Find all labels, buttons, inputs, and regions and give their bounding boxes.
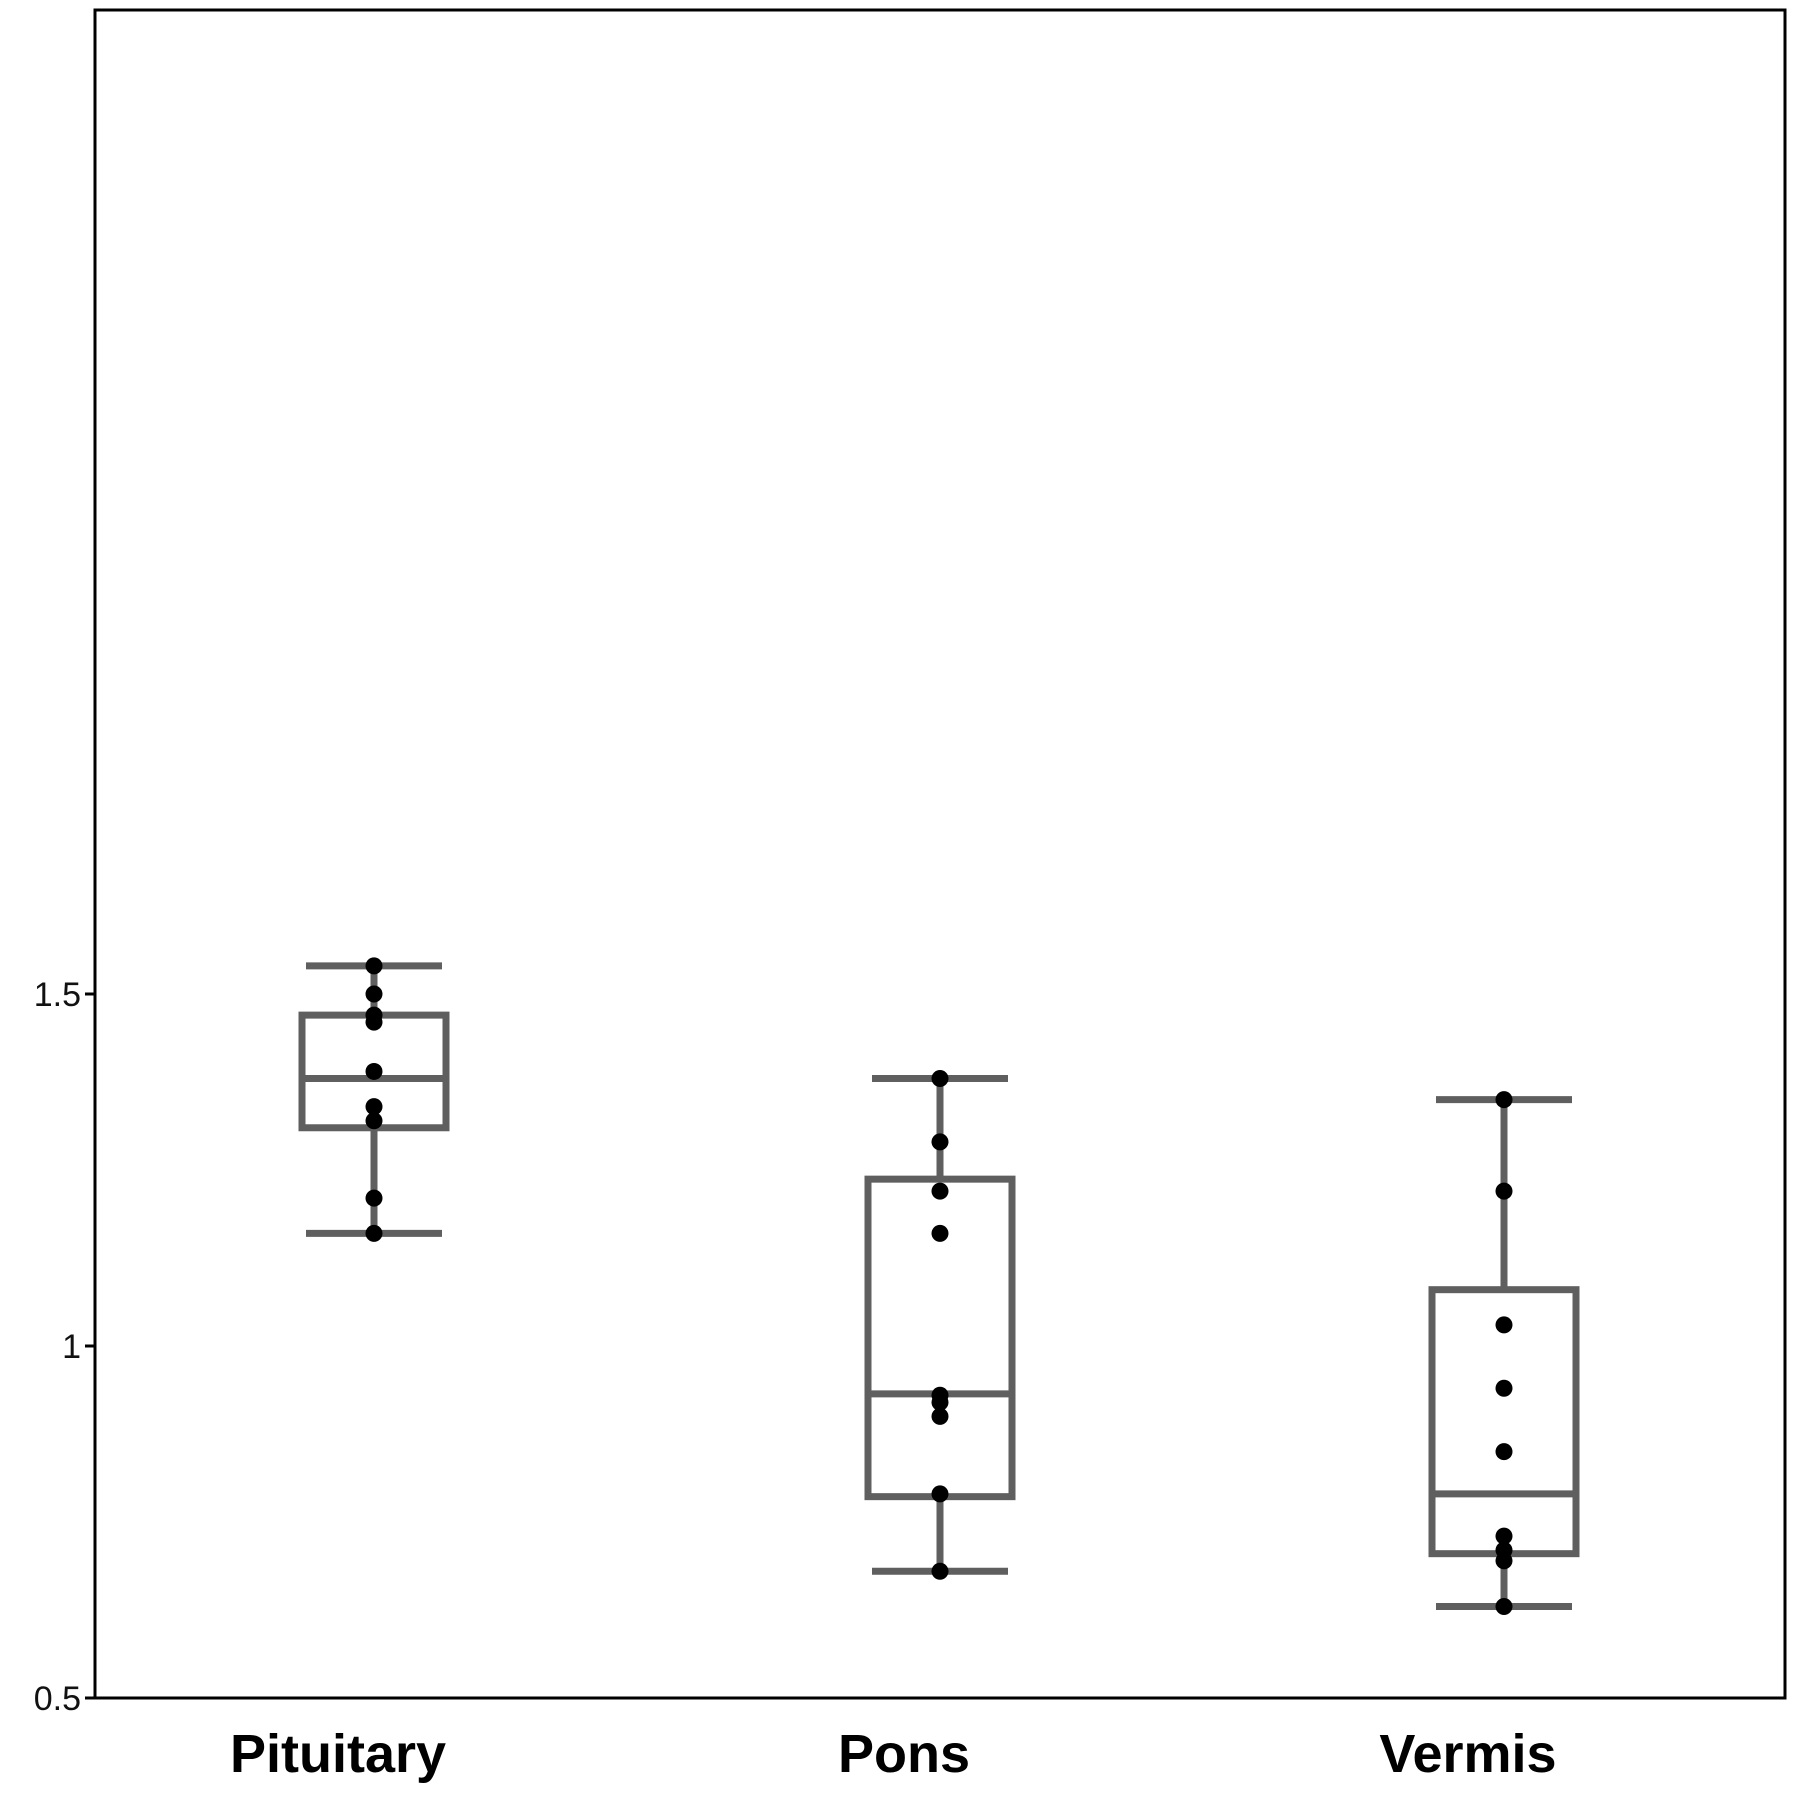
plot-frame	[93, 8, 1787, 1700]
y-tick-label: 1.5	[34, 976, 81, 1014]
data-point	[1495, 1597, 1513, 1615]
data-point	[365, 1006, 383, 1024]
data-point	[1495, 1541, 1513, 1559]
data-point	[365, 1098, 383, 1116]
data-point	[365, 1112, 383, 1130]
x-category-label: Vermis	[1379, 1724, 1556, 1784]
data-point	[1495, 1182, 1513, 1200]
data-point	[365, 1189, 383, 1207]
data-point	[1495, 1379, 1513, 1397]
data-point	[931, 1386, 949, 1404]
data-point	[365, 957, 383, 975]
data-point	[931, 1407, 949, 1425]
x-category-label: Pons	[838, 1724, 970, 1784]
y-tick-label: 0.5	[34, 1680, 81, 1718]
data-point	[365, 985, 383, 1003]
data-point	[931, 1133, 949, 1151]
data-point	[365, 1224, 383, 1242]
data-point	[931, 1182, 949, 1200]
data-point	[931, 1069, 949, 1087]
data-point	[931, 1485, 949, 1503]
data-point	[1495, 1443, 1513, 1461]
data-point	[1495, 1091, 1513, 1109]
data-point	[931, 1224, 949, 1242]
data-point	[1495, 1316, 1513, 1334]
x-category-label: Pituitary	[230, 1724, 446, 1784]
y-tick-label: 1	[62, 1328, 81, 1366]
data-point	[1495, 1527, 1513, 1545]
data-point	[931, 1562, 949, 1580]
data-point	[365, 1062, 383, 1080]
